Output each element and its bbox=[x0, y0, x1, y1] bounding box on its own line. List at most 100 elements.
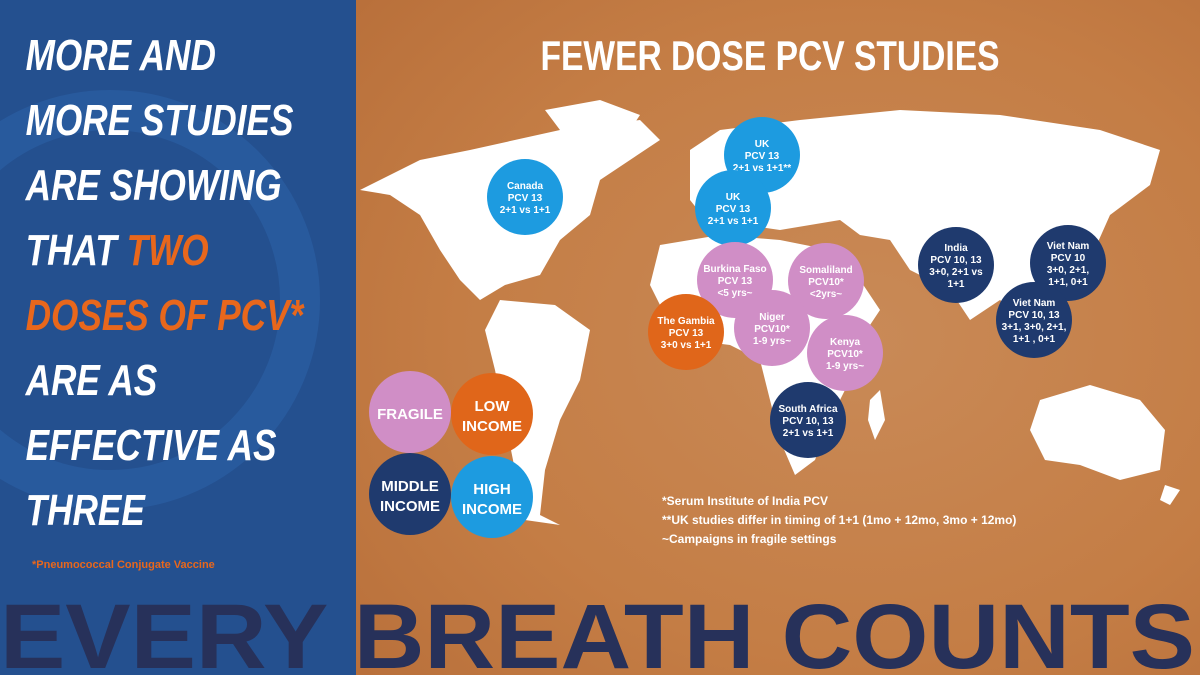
footnote: *Pneumococcal Conjugate Vaccine bbox=[32, 559, 215, 571]
legend: FRAGILE LOW INCOME MIDDLE INCOME HIGH INCOME bbox=[369, 371, 533, 538]
marker-line: PCV10* bbox=[754, 324, 790, 335]
marker-label: Somaliland PCV10* <2yrs~ bbox=[799, 265, 852, 300]
marker-label: Canada PCV 13 2+1 vs 1+1 bbox=[500, 181, 551, 216]
marker-line: Somaliland bbox=[799, 265, 852, 276]
marker-line: Viet Nam bbox=[1047, 241, 1090, 252]
marker-line: Burkina Faso bbox=[703, 264, 766, 275]
marker-line: 1-9 yrs~ bbox=[753, 336, 791, 347]
marker-line: 2+1 vs 1+1** bbox=[733, 163, 791, 174]
marker-line: UK bbox=[726, 192, 741, 203]
headline-line: EFFECTIVE AS bbox=[26, 421, 277, 470]
marker-line: South Africa bbox=[778, 404, 838, 415]
marker-label: UK PCV 13 2+1 vs 1+1** bbox=[733, 139, 791, 174]
marker-line: 1+1 , 0+1 bbox=[1013, 334, 1056, 345]
headline-highlight: TWO bbox=[127, 226, 209, 275]
marker-line: PCV 10, 13 bbox=[1008, 310, 1060, 321]
marker-label: Kenya PCV10* 1-9 yrs~ bbox=[826, 337, 864, 372]
study-markers: UK PCV 13 2+1 vs 1+1**Canada PCV 13 2+1 vs 1… bbox=[487, 117, 1106, 458]
marker-label: The Gambia PCV 13 3+0 vs 1+1 bbox=[657, 316, 715, 351]
marker-circle bbox=[648, 294, 724, 370]
marker-line: 1+1 bbox=[948, 279, 965, 290]
marker-line: 2+1 vs 1+1 bbox=[500, 205, 551, 216]
headline: MORE AND MORE STUDIES ARE SHOWING THAT T… bbox=[25, 31, 306, 535]
marker-circle bbox=[770, 382, 846, 458]
headline-line: DOSES OF PCV* bbox=[26, 291, 306, 340]
marker-label: Viet Nam PCV 10 3+0, 2+1, 1+1, 0+1 bbox=[1047, 241, 1090, 288]
marker-line: 3+1, 3+0, 2+1, bbox=[1002, 322, 1067, 333]
marker-line: 1-9 yrs~ bbox=[826, 361, 864, 372]
marker-line: Kenya bbox=[830, 337, 860, 348]
headline-text: THAT bbox=[26, 226, 120, 275]
headline-text: EFFECTIVE AS bbox=[26, 421, 277, 470]
marker-line: HIGH bbox=[473, 481, 511, 498]
logo-watermark bbox=[0, 90, 320, 510]
marker-line: 3+0, 2+1 vs bbox=[929, 267, 983, 278]
marker-label: South Africa PCV 10, 13 2+1 vs 1+1 bbox=[778, 404, 838, 439]
marker-circle bbox=[369, 453, 451, 535]
marker-line: 1+1, 0+1 bbox=[1048, 277, 1088, 288]
headline-line: ARE SHOWING bbox=[25, 161, 282, 210]
marker-line: Canada bbox=[507, 181, 544, 192]
marker-circle bbox=[451, 373, 533, 455]
marker-line: Niger bbox=[759, 312, 785, 323]
marker-label: HIGH INCOME bbox=[462, 481, 522, 518]
marker-line: INCOME bbox=[462, 501, 522, 518]
marker-circle bbox=[1030, 225, 1106, 301]
marker-label: LOW INCOME bbox=[462, 398, 522, 435]
marker-circle bbox=[788, 243, 864, 319]
marker-label: India PCV 10, 13 3+0, 2+1 vs 1+1 bbox=[929, 243, 983, 290]
marker-circle bbox=[918, 227, 994, 303]
note: ~Campaigns in fragile settings bbox=[662, 532, 837, 546]
marker-circle bbox=[487, 159, 563, 235]
title: FEWER DOSE PCV STUDIES bbox=[540, 34, 999, 80]
marker-circle bbox=[369, 371, 451, 453]
marker-line: PCV 13 bbox=[718, 276, 753, 287]
marker-line: PCV 10 bbox=[1051, 253, 1086, 264]
marker-line: <2yrs~ bbox=[810, 289, 842, 300]
marker-label: Niger PCV10* 1-9 yrs~ bbox=[753, 312, 791, 347]
marker-line: MIDDLE bbox=[381, 478, 439, 495]
marker-line: The Gambia bbox=[657, 316, 715, 327]
marker-label: MIDDLE INCOME bbox=[380, 478, 440, 515]
marker-label: Viet Nam PCV 10, 13 3+1, 3+0, 2+1, 1+1 , 0+… bbox=[1002, 298, 1067, 345]
note: **UK studies differ in timing of 1+1 (1m… bbox=[662, 513, 1016, 527]
marker-line: FRAGILE bbox=[377, 406, 443, 423]
marker-circle bbox=[451, 456, 533, 538]
marker-line: PCV10* bbox=[808, 277, 844, 288]
headline-line: THREE bbox=[26, 486, 147, 535]
headline-text: ARE SHOWING bbox=[25, 161, 282, 210]
marker-line: LOW bbox=[475, 398, 511, 415]
marker-line: 3+0 vs 1+1 bbox=[661, 340, 712, 351]
marker-line: INCOME bbox=[462, 418, 522, 435]
marker-circle bbox=[996, 282, 1072, 358]
marker-label: Burkina Faso PCV 13 <5 yrs~ bbox=[703, 264, 766, 299]
marker-circle bbox=[734, 290, 810, 366]
headline-line: ARE AS bbox=[25, 356, 158, 405]
marker-line: 2+1 vs 1+1 bbox=[783, 428, 834, 439]
marker-label: UK PCV 13 2+1 vs 1+1 bbox=[708, 192, 759, 227]
headline-line: MORE STUDIES bbox=[26, 96, 294, 145]
marker-label: FRAGILE bbox=[377, 406, 443, 423]
headline-line: MORE AND bbox=[26, 31, 216, 80]
headline-text: MORE AND bbox=[26, 31, 216, 80]
marker-line: India bbox=[944, 243, 968, 254]
marker-line: PCV 13 bbox=[669, 328, 704, 339]
marker-line: Viet Nam bbox=[1013, 298, 1056, 309]
marker-circle bbox=[695, 170, 771, 246]
marker-circle bbox=[807, 315, 883, 391]
headline-text: MORE STUDIES bbox=[26, 96, 294, 145]
notes: *Serum Institute of India PCV **UK studie… bbox=[662, 494, 1016, 546]
headline-text: THREE bbox=[26, 486, 147, 535]
marker-line: PCV 13 bbox=[745, 151, 780, 162]
marker-line: PCV 10, 13 bbox=[782, 416, 834, 427]
marker-line: 3+0, 2+1, bbox=[1047, 265, 1089, 276]
marker-line: 2+1 vs 1+1 bbox=[708, 216, 759, 227]
marker-line: PCV10* bbox=[827, 349, 863, 360]
marker-line: <5 yrs~ bbox=[717, 288, 752, 299]
headline-text: ARE AS bbox=[25, 356, 158, 405]
headline-highlight: DOSES OF PCV* bbox=[26, 291, 306, 340]
marker-line: INCOME bbox=[380, 498, 440, 515]
marker-line: PCV 13 bbox=[508, 193, 543, 204]
headline-line: THAT TWO bbox=[26, 226, 209, 275]
